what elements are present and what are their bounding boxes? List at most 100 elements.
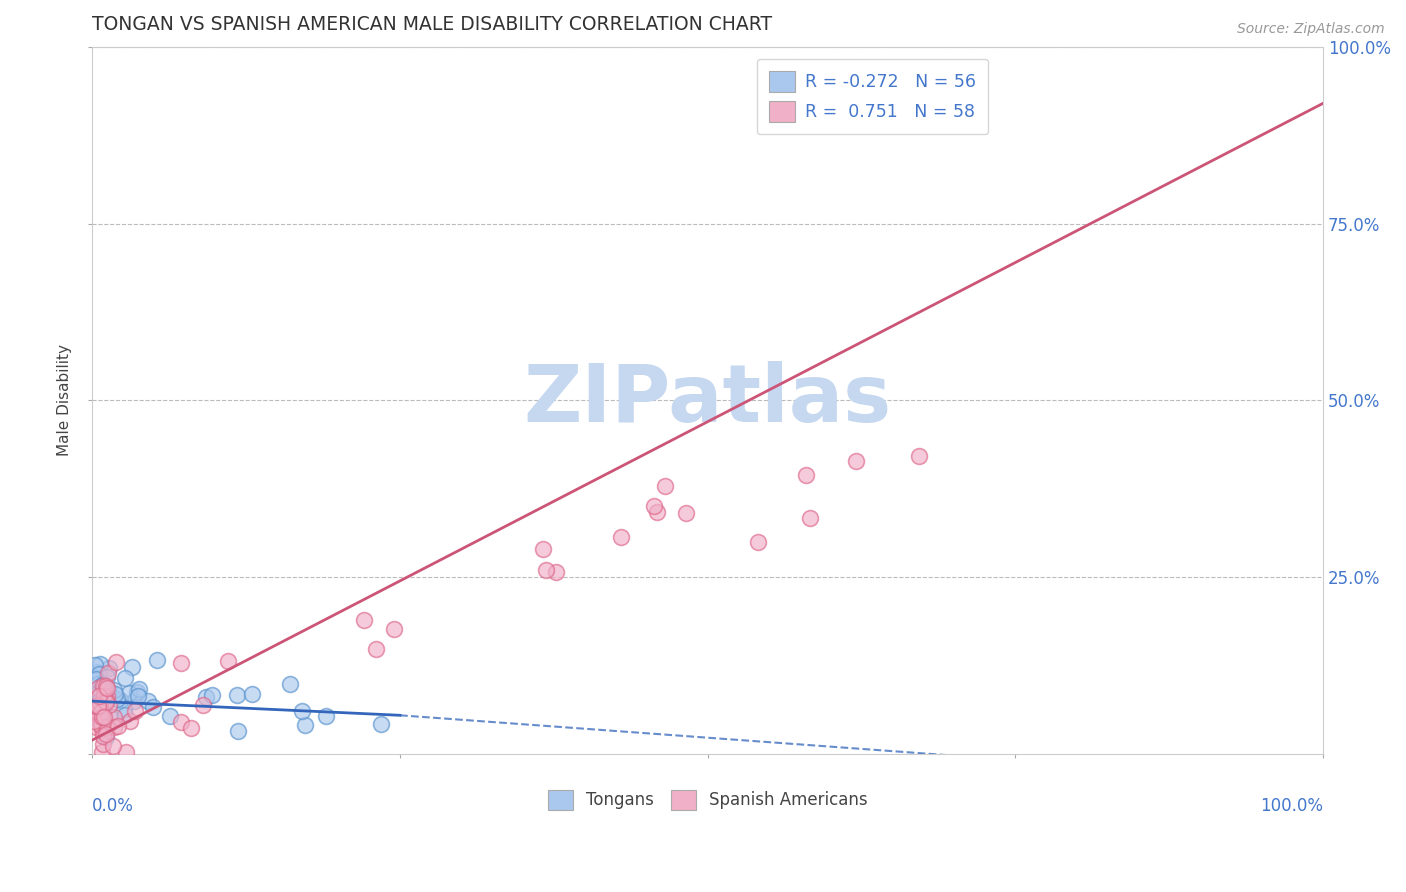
Point [89,693,111,707]
Point [118,686,141,700]
Point [845,453,868,467]
Point [84,657,107,672]
Point [93,678,115,692]
Point [124,704,146,718]
Point [87,689,110,703]
Point [87,681,110,695]
Point [136,694,159,708]
Point [93,683,115,698]
Point [278,676,301,690]
Point [87,699,110,714]
Point [91,722,114,736]
Point [86,665,108,680]
Point [94,679,117,693]
Point [90,717,112,731]
Point [142,700,165,714]
Point [83,704,105,718]
Point [170,656,193,670]
Point [107,719,129,733]
Point [91,679,114,693]
Point [89,697,111,711]
Point [122,694,145,708]
Point [118,714,141,729]
Point [89,684,111,698]
Point [91,678,114,692]
Point [98,709,121,723]
Point [90,714,112,729]
Point [96,730,118,744]
Point [91,737,114,751]
Point [382,623,405,637]
Point [110,693,132,707]
Point [97,698,120,713]
Point [104,687,127,701]
Point [291,705,314,719]
Point [643,499,665,513]
Point [364,642,387,657]
Point [240,687,263,701]
Point [645,505,668,519]
Point [114,745,136,759]
Legend: Tongans, Spanish Americans: Tongans, Spanish Americans [541,783,875,817]
Point [531,542,554,557]
Point [103,720,125,734]
Point [127,690,149,704]
Point [91,691,114,706]
Y-axis label: Male Disability: Male Disability [58,344,72,457]
Point [83,703,105,717]
Text: 0.0%: 0.0% [93,797,134,814]
Point [96,689,118,703]
Point [89,657,111,671]
Text: TONGAN VS SPANISH AMERICAN MALE DISABILITY CORRELATION CHART: TONGAN VS SPANISH AMERICAN MALE DISABILI… [93,15,772,34]
Point [98,661,121,675]
Point [315,709,337,723]
Point [86,698,108,713]
Point [98,685,121,699]
Point [794,467,817,482]
Point [103,709,125,723]
Point [534,563,557,577]
Point [93,710,115,724]
Point [87,667,110,681]
Point [544,566,567,580]
Point [193,698,215,712]
Point [83,699,105,714]
Point [94,693,117,707]
Point [114,708,136,723]
Point [86,677,108,691]
Point [125,685,148,699]
Point [83,693,105,707]
Point [104,655,127,669]
Point [799,511,821,525]
Point [195,690,218,705]
Point [201,688,224,702]
Point [86,683,108,698]
Point [90,705,112,719]
Point [180,721,202,735]
Point [114,671,136,685]
Point [675,506,697,520]
Point [610,530,633,544]
Point [91,729,114,743]
Point [226,723,249,738]
Point [101,739,124,753]
Point [91,714,114,729]
Point [96,681,118,695]
Text: 100.0%: 100.0% [1260,797,1323,814]
Text: Source: ZipAtlas.com: Source: ZipAtlas.com [1237,22,1385,37]
Point [121,659,143,673]
Point [84,720,107,734]
Point [170,714,193,729]
Point [94,726,117,740]
Point [91,704,114,718]
Point [353,613,375,627]
Point [91,710,114,724]
Point [145,653,167,667]
Point [97,682,120,697]
Point [97,666,120,681]
Point [370,716,392,731]
Point [747,535,769,549]
Point [93,685,115,699]
Point [84,699,107,714]
Point [96,670,118,684]
